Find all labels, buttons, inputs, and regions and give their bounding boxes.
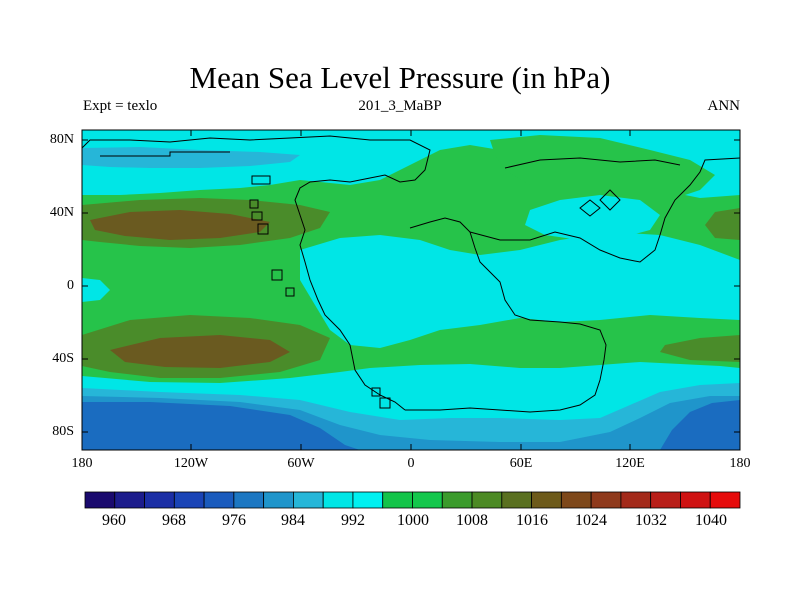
- arctic-island-outline: [251, 175, 271, 185]
- field-1016-east-south: [660, 335, 740, 362]
- field-1024-south: [110, 335, 290, 368]
- colorbar-swatch: [173, 491, 205, 509]
- axis-ticks: [82, 130, 740, 450]
- colorbar-swatch: [114, 491, 145, 509]
- colorbar-label-960: 960: [102, 512, 126, 529]
- lon-label-60e: 60E: [509, 456, 533, 471]
- field-1024-north: [90, 210, 270, 240]
- colorbar-swatch: [680, 491, 711, 509]
- colorbar-label-1008: 1008: [456, 512, 488, 529]
- island-outline-1: [249, 199, 259, 209]
- lon-label-180w: 180: [71, 456, 93, 471]
- lon-label-60w: 60W: [287, 456, 315, 471]
- colorbar-swatch: [203, 491, 235, 509]
- lon-label-120w: 120W: [173, 456, 209, 471]
- asia-outline: [469, 157, 741, 263]
- colorbar-swatch: [233, 491, 265, 509]
- colorbar-swatch: [709, 491, 741, 509]
- island-outline-5: [285, 287, 295, 297]
- field-1000-pacific: [82, 278, 110, 302]
- asia-upper-outline: [504, 157, 681, 169]
- north-america-outline: [81, 135, 431, 411]
- lat-label-0: 0: [67, 278, 74, 293]
- field-1016-east-north: [705, 208, 740, 240]
- islands-ne-outline: [579, 189, 621, 217]
- colorbar-swatch: [382, 491, 413, 509]
- colorbar-label-984: 984: [281, 512, 305, 529]
- colorbar-swatch: [620, 491, 652, 509]
- map-title: Mean Sea Level Pressure (in hPa): [189, 60, 611, 95]
- field-976-southern: [82, 402, 360, 450]
- field-976-southern-east: [660, 400, 740, 450]
- colorbar-label-1016: 1016: [516, 512, 548, 529]
- colorbar-swatch: [501, 491, 532, 509]
- colorbar-swatch: [263, 491, 294, 509]
- lon-label-120e: 120E: [615, 456, 645, 471]
- eurasia-outline: [405, 217, 607, 413]
- field-1000-tropics: [300, 232, 740, 348]
- field-992-arctic: [82, 147, 300, 168]
- island-outline-2: [251, 211, 263, 221]
- colorbar-swatch: [650, 491, 681, 509]
- pressure-field: [82, 130, 740, 450]
- lon-label-0: 0: [407, 456, 415, 471]
- colorbar-swatch: [412, 491, 443, 509]
- island-outline-4: [271, 269, 283, 281]
- arctic-strip-outline: [100, 151, 230, 157]
- lon-label-180e: 180: [729, 456, 751, 471]
- lat-label-80s: 80S: [52, 424, 74, 439]
- island-outline-3: [257, 223, 269, 235]
- field-1008-asia: [490, 135, 715, 205]
- colorbar-swatch: [322, 491, 354, 509]
- field-1000-asia-patch: [525, 195, 660, 240]
- continent-outlines: [81, 135, 741, 413]
- colorbar-swatch: [531, 491, 562, 509]
- colorbar: [84, 491, 741, 509]
- colorbar-swatch: [84, 491, 116, 509]
- colorbar-swatch: [560, 491, 592, 509]
- colorbar-label-992: 992: [341, 512, 365, 529]
- colorbar-label-1032: 1032: [635, 512, 667, 529]
- colorbar-label-1024: 1024: [575, 512, 607, 529]
- lat-label-80n: 80N: [49, 132, 74, 147]
- colorbar-swatch: [471, 491, 503, 509]
- colorbar-label-1000: 1000: [397, 512, 429, 529]
- colorbar-swatch: [352, 491, 384, 509]
- lat-label-40n: 40N: [49, 205, 74, 220]
- colorbar-label-976: 976: [222, 512, 246, 529]
- season-label: ANN: [707, 98, 741, 114]
- colorbar-label-968: 968: [162, 512, 186, 529]
- run-label: 201_3_MaBP: [358, 98, 442, 114]
- lat-label-40s: 40S: [52, 351, 74, 366]
- colorbar-label-1040: 1040: [695, 512, 727, 529]
- colorbar-swatch: [293, 491, 324, 509]
- experiment-label: Expt = texlo: [83, 98, 158, 114]
- south-islands-outline: [371, 387, 391, 409]
- colorbar-swatch: [144, 491, 175, 509]
- colorbar-swatch: [441, 491, 473, 509]
- colorbar-swatch: [590, 491, 622, 509]
